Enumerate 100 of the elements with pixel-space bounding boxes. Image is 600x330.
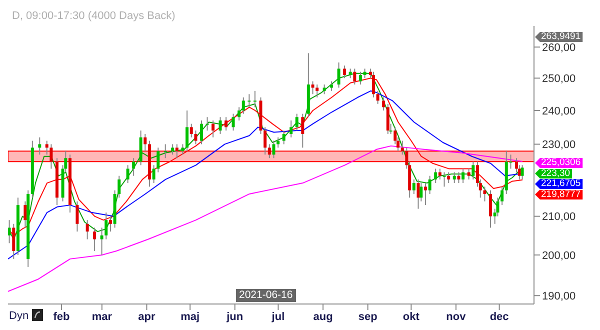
candlestick (428, 175, 432, 194)
candlestick (330, 80, 334, 92)
candlestick (194, 130, 198, 145)
y-tick-label: 230,00 (542, 139, 576, 152)
y-tick-label: 240,00 (542, 105, 576, 118)
candlestick (218, 116, 222, 134)
candlestick (438, 168, 442, 180)
y-tick-label: 200,00 (542, 250, 576, 262)
y-tick-label: 210,00 (542, 211, 576, 224)
candlestick (376, 90, 380, 104)
candlestick (200, 120, 203, 145)
y-tick-label: 190,00 (542, 290, 576, 303)
candlestick (311, 80, 314, 95)
candlestick (447, 172, 450, 184)
candlestick (186, 110, 189, 152)
candlestick (264, 126, 267, 156)
candlestick (412, 178, 416, 194)
candlestick (424, 182, 427, 206)
candlestick (322, 84, 326, 95)
x-tick-label: sep (358, 310, 378, 323)
candlestick (126, 164, 130, 184)
candlestick (500, 186, 504, 206)
candlestick (400, 140, 404, 156)
candlestick (253, 90, 256, 108)
candlestick (76, 200, 79, 232)
candlestick (50, 144, 53, 170)
candlestick (8, 220, 11, 244)
candlestick (434, 168, 438, 184)
candlestick (181, 144, 184, 156)
x-tick-label: maj (180, 310, 200, 323)
candlestick (520, 164, 524, 180)
x-tick-label: mar (92, 310, 113, 323)
candlestick (290, 120, 293, 138)
candlestick (272, 140, 276, 159)
candlestick (38, 136, 42, 156)
y-tick-label: 250,00 (542, 73, 576, 86)
x-tick-label: apr (138, 310, 156, 323)
text: Dyn (9, 310, 29, 322)
text: 223,30 (535, 168, 572, 178)
candlestick (301, 113, 304, 148)
candlestick (467, 168, 470, 180)
text: 263,9491 (535, 31, 583, 42)
candlestick (316, 84, 319, 98)
candlestick (212, 120, 215, 138)
y-tick-label: 260,00 (542, 42, 576, 54)
candlestick (224, 116, 228, 132)
x-tick-label: feb (53, 310, 70, 323)
candlestick (363, 68, 366, 79)
candlestick (152, 164, 156, 184)
candlestick (268, 144, 271, 159)
candlestick (100, 227, 104, 256)
candlestick (164, 144, 167, 159)
candlestick (295, 113, 298, 132)
candlestick (248, 94, 251, 108)
candlestick (282, 130, 286, 145)
line-series (8, 145, 523, 292)
candlestick (108, 216, 112, 232)
text: 225,0306 (535, 157, 583, 168)
x-tick-label: jul (270, 310, 285, 323)
candlestick (442, 172, 446, 188)
candlestick (382, 96, 386, 111)
candlestick (353, 68, 356, 85)
annotation: 2021-06-16 (236, 289, 296, 302)
candlestick (156, 147, 160, 173)
candlestick (483, 186, 486, 202)
candlestick (190, 123, 193, 138)
candlestick (343, 65, 346, 79)
candlestick (472, 161, 475, 180)
candlestick (171, 144, 174, 156)
candlestick (132, 158, 136, 176)
candlestick (242, 96, 245, 114)
candlestick (118, 175, 121, 198)
candlestick (337, 62, 340, 88)
chart-title: D, 09:00-17:30 (4000 Days Back) (12, 10, 176, 22)
candlestick (358, 71, 362, 85)
candlestick (24, 200, 27, 228)
x-tick-label: jun (226, 310, 244, 323)
candlestick (206, 116, 209, 132)
candlestick (232, 113, 235, 132)
x-tick-label: nov (446, 310, 467, 323)
x-tick-label: dec (490, 310, 509, 323)
candlestick (489, 190, 492, 228)
text: 219,8777 (535, 188, 583, 200)
x-tick-label: okt (402, 310, 420, 323)
candlestick (462, 168, 465, 184)
candlestick (104, 212, 108, 240)
candlestick (12, 223, 16, 260)
x-tick-label: aug (313, 310, 333, 323)
candlestick (86, 220, 89, 240)
candlestick (372, 71, 375, 98)
candlestick (348, 68, 352, 79)
candlestick (452, 172, 456, 184)
candlestick (93, 227, 96, 252)
candlestick (457, 172, 460, 184)
candlestick (386, 103, 390, 134)
candlestick (45, 140, 48, 156)
candlestick (144, 133, 147, 152)
text: 221,6705 (535, 178, 583, 189)
candlestick (175, 144, 178, 159)
candlestick (238, 106, 241, 121)
